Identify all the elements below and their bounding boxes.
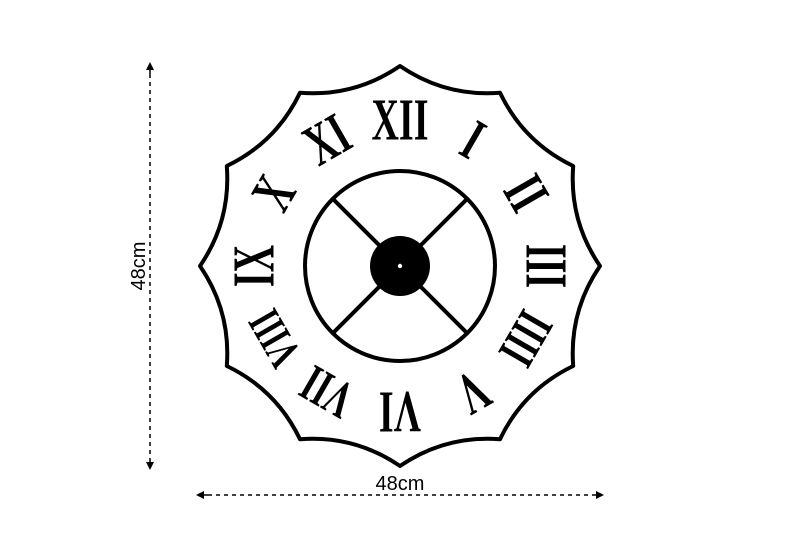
clock-numeral: II — [491, 164, 562, 222]
clock-numeral-text: VIII — [239, 301, 312, 376]
clock-numeral: III — [513, 244, 578, 288]
clock-numeral-text: I — [450, 107, 495, 171]
clock-numeral-text: VII — [290, 354, 364, 431]
clock-numeral-text: IX — [221, 245, 286, 287]
clock-numeral-text: V — [445, 357, 502, 427]
clock-hub-hole — [398, 264, 402, 268]
clock-numeral: XI — [292, 101, 361, 179]
clock-numeral-text: III — [513, 244, 578, 288]
clock-numeral: VI — [379, 379, 421, 444]
clock-numeral: XII — [371, 87, 428, 152]
diagram-stage: XIIIIIIIIIIIIVVIVIIVIIIIXXXI48cm48cm — [0, 0, 800, 533]
clock-numeral: VIII — [239, 301, 312, 376]
diagram-svg: XIIIIIIIIIIIIVVIVIIVIIIIXXXI48cm48cm — [0, 0, 800, 533]
clock-numeral: X — [238, 165, 308, 222]
clock-numeral-text: II — [491, 164, 562, 222]
clock-numeral: IX — [221, 245, 286, 287]
clock-numeral-text: X — [238, 165, 308, 222]
clock-numeral-text: VI — [379, 379, 421, 444]
clock-numeral-text: XII — [371, 87, 428, 152]
clock-numeral-text: IIII — [487, 301, 565, 377]
clock-numeral-text: XI — [292, 101, 361, 179]
clock-numeral: IIII — [487, 301, 565, 377]
clock-numeral: V — [445, 357, 502, 427]
dimension-label-width: 48cm — [376, 473, 425, 495]
clock-numeral: I — [450, 107, 495, 171]
dimension-label-height: 48cm — [128, 242, 150, 291]
clock-numeral: VII — [290, 354, 364, 431]
